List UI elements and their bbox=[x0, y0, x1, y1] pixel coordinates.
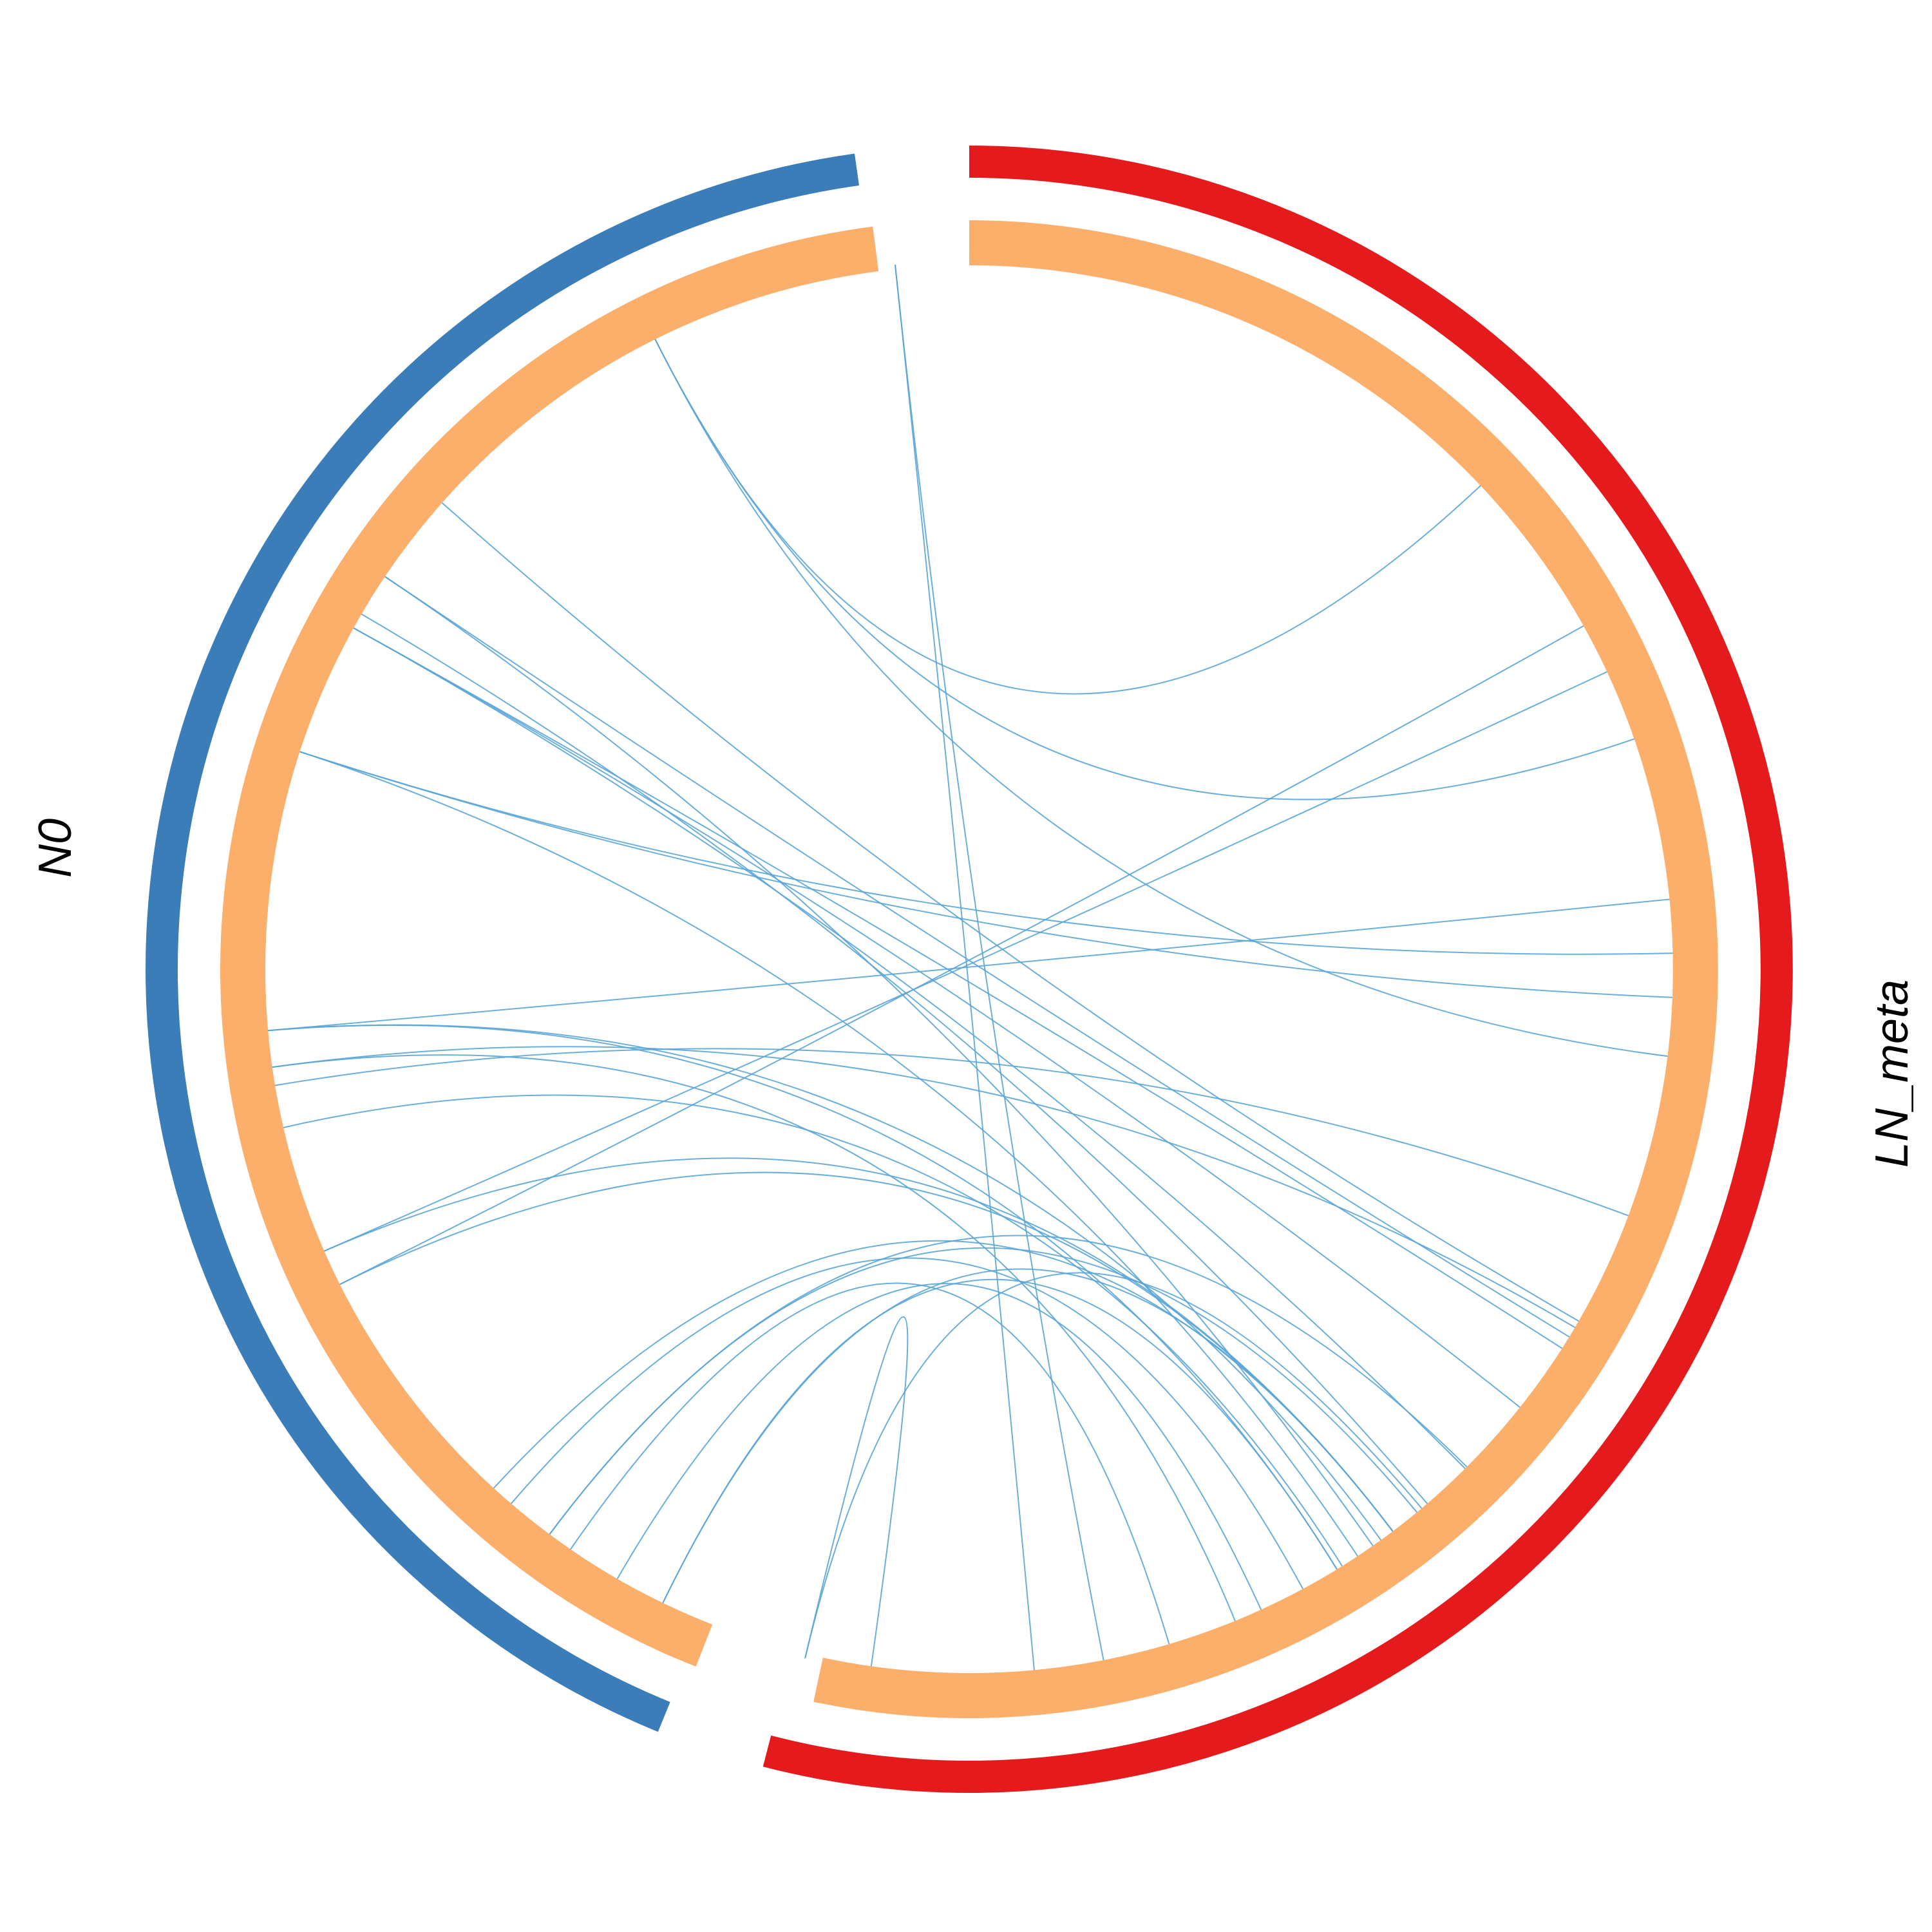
chord-link bbox=[438, 499, 1584, 1324]
chord-link bbox=[295, 750, 1678, 999]
chord-link bbox=[652, 335, 1672, 1057]
chord-link bbox=[349, 625, 1524, 1411]
group-tracks bbox=[146, 146, 1793, 1793]
chord-link bbox=[267, 1054, 1238, 1625]
chord-links bbox=[263, 264, 1678, 1675]
track-arc-n0 bbox=[220, 226, 879, 1667]
chord-link bbox=[804, 1272, 1425, 1659]
chord-link bbox=[660, 1278, 1340, 1607]
chord-link bbox=[546, 1247, 1421, 1539]
chord-link bbox=[895, 264, 1036, 1675]
chord-link bbox=[357, 611, 1431, 1508]
chord-link bbox=[660, 1268, 1396, 1607]
chord-link bbox=[349, 625, 1567, 1352]
chord-link bbox=[652, 335, 1484, 695]
group-label-ln-meta: LN_meta bbox=[1866, 980, 1918, 1168]
chord-link bbox=[381, 573, 1376, 1550]
chord-link bbox=[295, 750, 1361, 1560]
track-arc-ln-meta bbox=[813, 220, 1718, 1718]
chord-link bbox=[270, 1048, 1633, 1218]
chord-link bbox=[895, 264, 1105, 1665]
chord-link bbox=[652, 335, 1639, 800]
chord-link bbox=[567, 1282, 1171, 1649]
chord-link bbox=[614, 1283, 1264, 1615]
chord-link bbox=[263, 1025, 1340, 1574]
group-arc-ln-meta bbox=[762, 146, 1793, 1793]
chord-link bbox=[381, 573, 1574, 1340]
chord-link bbox=[349, 625, 1469, 1473]
group-arc-n0 bbox=[146, 153, 860, 1732]
chord-link bbox=[490, 1240, 1396, 1536]
chord-link bbox=[335, 623, 1588, 1287]
chord-link bbox=[319, 669, 1612, 1254]
chord-link bbox=[546, 1235, 1471, 1539]
chord-link bbox=[804, 1316, 909, 1671]
chord-link bbox=[263, 1024, 1385, 1544]
chord-link bbox=[263, 898, 1674, 1032]
chord-link bbox=[267, 1046, 1580, 1331]
chord-link bbox=[278, 1094, 1345, 1571]
group-label-n0: N0 bbox=[30, 819, 81, 878]
chord-link bbox=[507, 1257, 1306, 1593]
chord-link bbox=[295, 750, 1678, 955]
